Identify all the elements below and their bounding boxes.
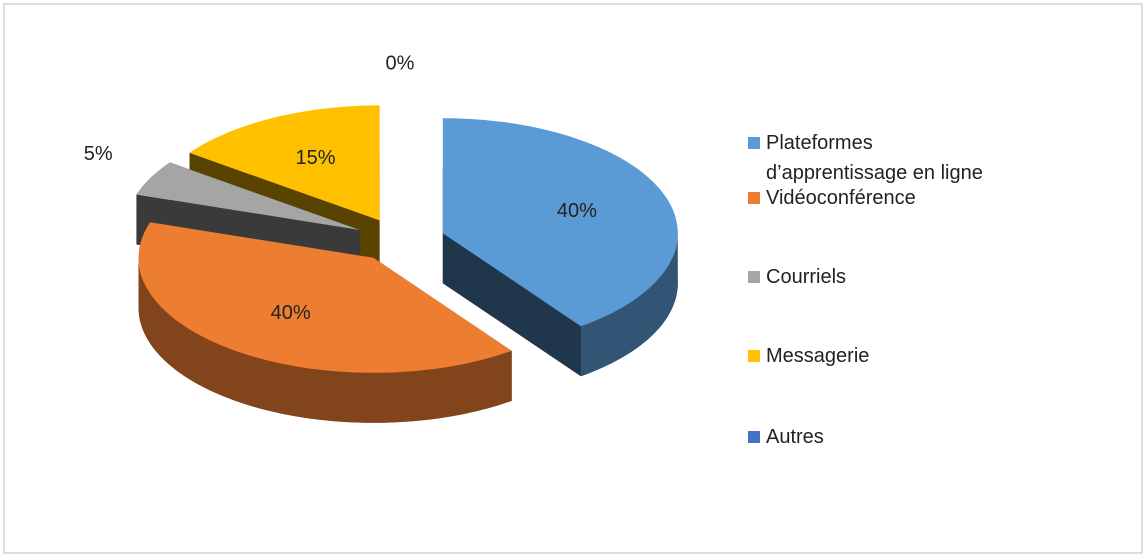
slice-side <box>580 233 678 377</box>
data-label: 40% <box>271 302 311 324</box>
slice-side <box>138 257 512 423</box>
legend-item: Autres <box>748 422 998 452</box>
legend-swatch <box>748 271 760 283</box>
legend-label: Courriels <box>766 266 847 288</box>
slice <box>138 222 512 373</box>
legend-swatch <box>748 431 760 443</box>
legend-item: Messagerie <box>748 341 998 371</box>
legend-label: Messagerie <box>766 345 870 367</box>
legend-swatch <box>748 350 760 362</box>
data-label: 15% <box>296 147 336 169</box>
legend-item: Courriels <box>748 262 998 292</box>
slice <box>442 118 678 327</box>
legend-label: Plateformes d’apprentissage en ligne <box>766 132 983 184</box>
slice <box>136 162 360 230</box>
legend-item: Plateformes d’apprentissage en ligne <box>748 128 998 188</box>
data-label: 0% <box>386 53 415 75</box>
legend-label: Vidéoconférence <box>766 187 916 209</box>
slice <box>189 105 380 221</box>
legend-swatch <box>748 137 760 149</box>
data-label: 40% <box>557 200 597 222</box>
slice-wall <box>442 233 581 377</box>
legend-label: Autres <box>766 426 824 448</box>
legend-item: Vidéoconférence <box>748 183 998 213</box>
data-label: 5% <box>84 143 113 165</box>
legend-swatch <box>748 192 760 204</box>
